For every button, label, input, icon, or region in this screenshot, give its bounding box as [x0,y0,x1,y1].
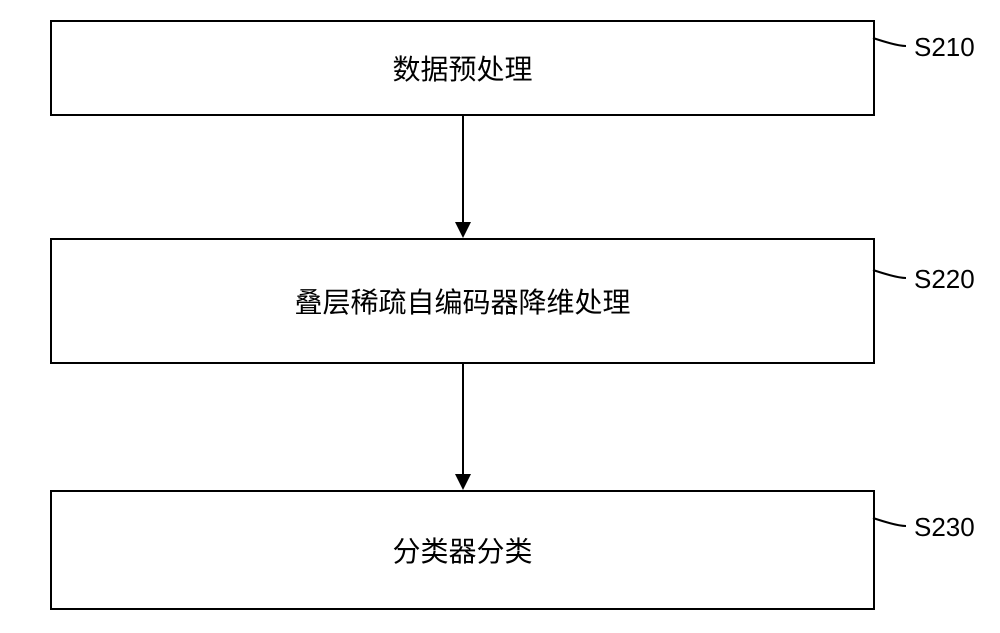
flow-arrow-2 [451,364,475,490]
flow-step-1-label: 数据预处理 [392,48,532,88]
flow-arrow-1 [451,116,475,238]
flow-step-2: 叠层稀疏自编码器降维处理 [50,238,875,364]
step-label-1: S210 [914,32,975,63]
step-label-3: S230 [914,512,975,543]
step-label-2: S220 [914,264,975,295]
flow-step-2-label: 叠层稀疏自编码器降维处理 [294,281,630,321]
flow-step-1: 数据预处理 [50,20,875,116]
flow-step-3-label: 分类器分类 [392,530,532,570]
flow-step-3: 分类器分类 [50,490,875,610]
